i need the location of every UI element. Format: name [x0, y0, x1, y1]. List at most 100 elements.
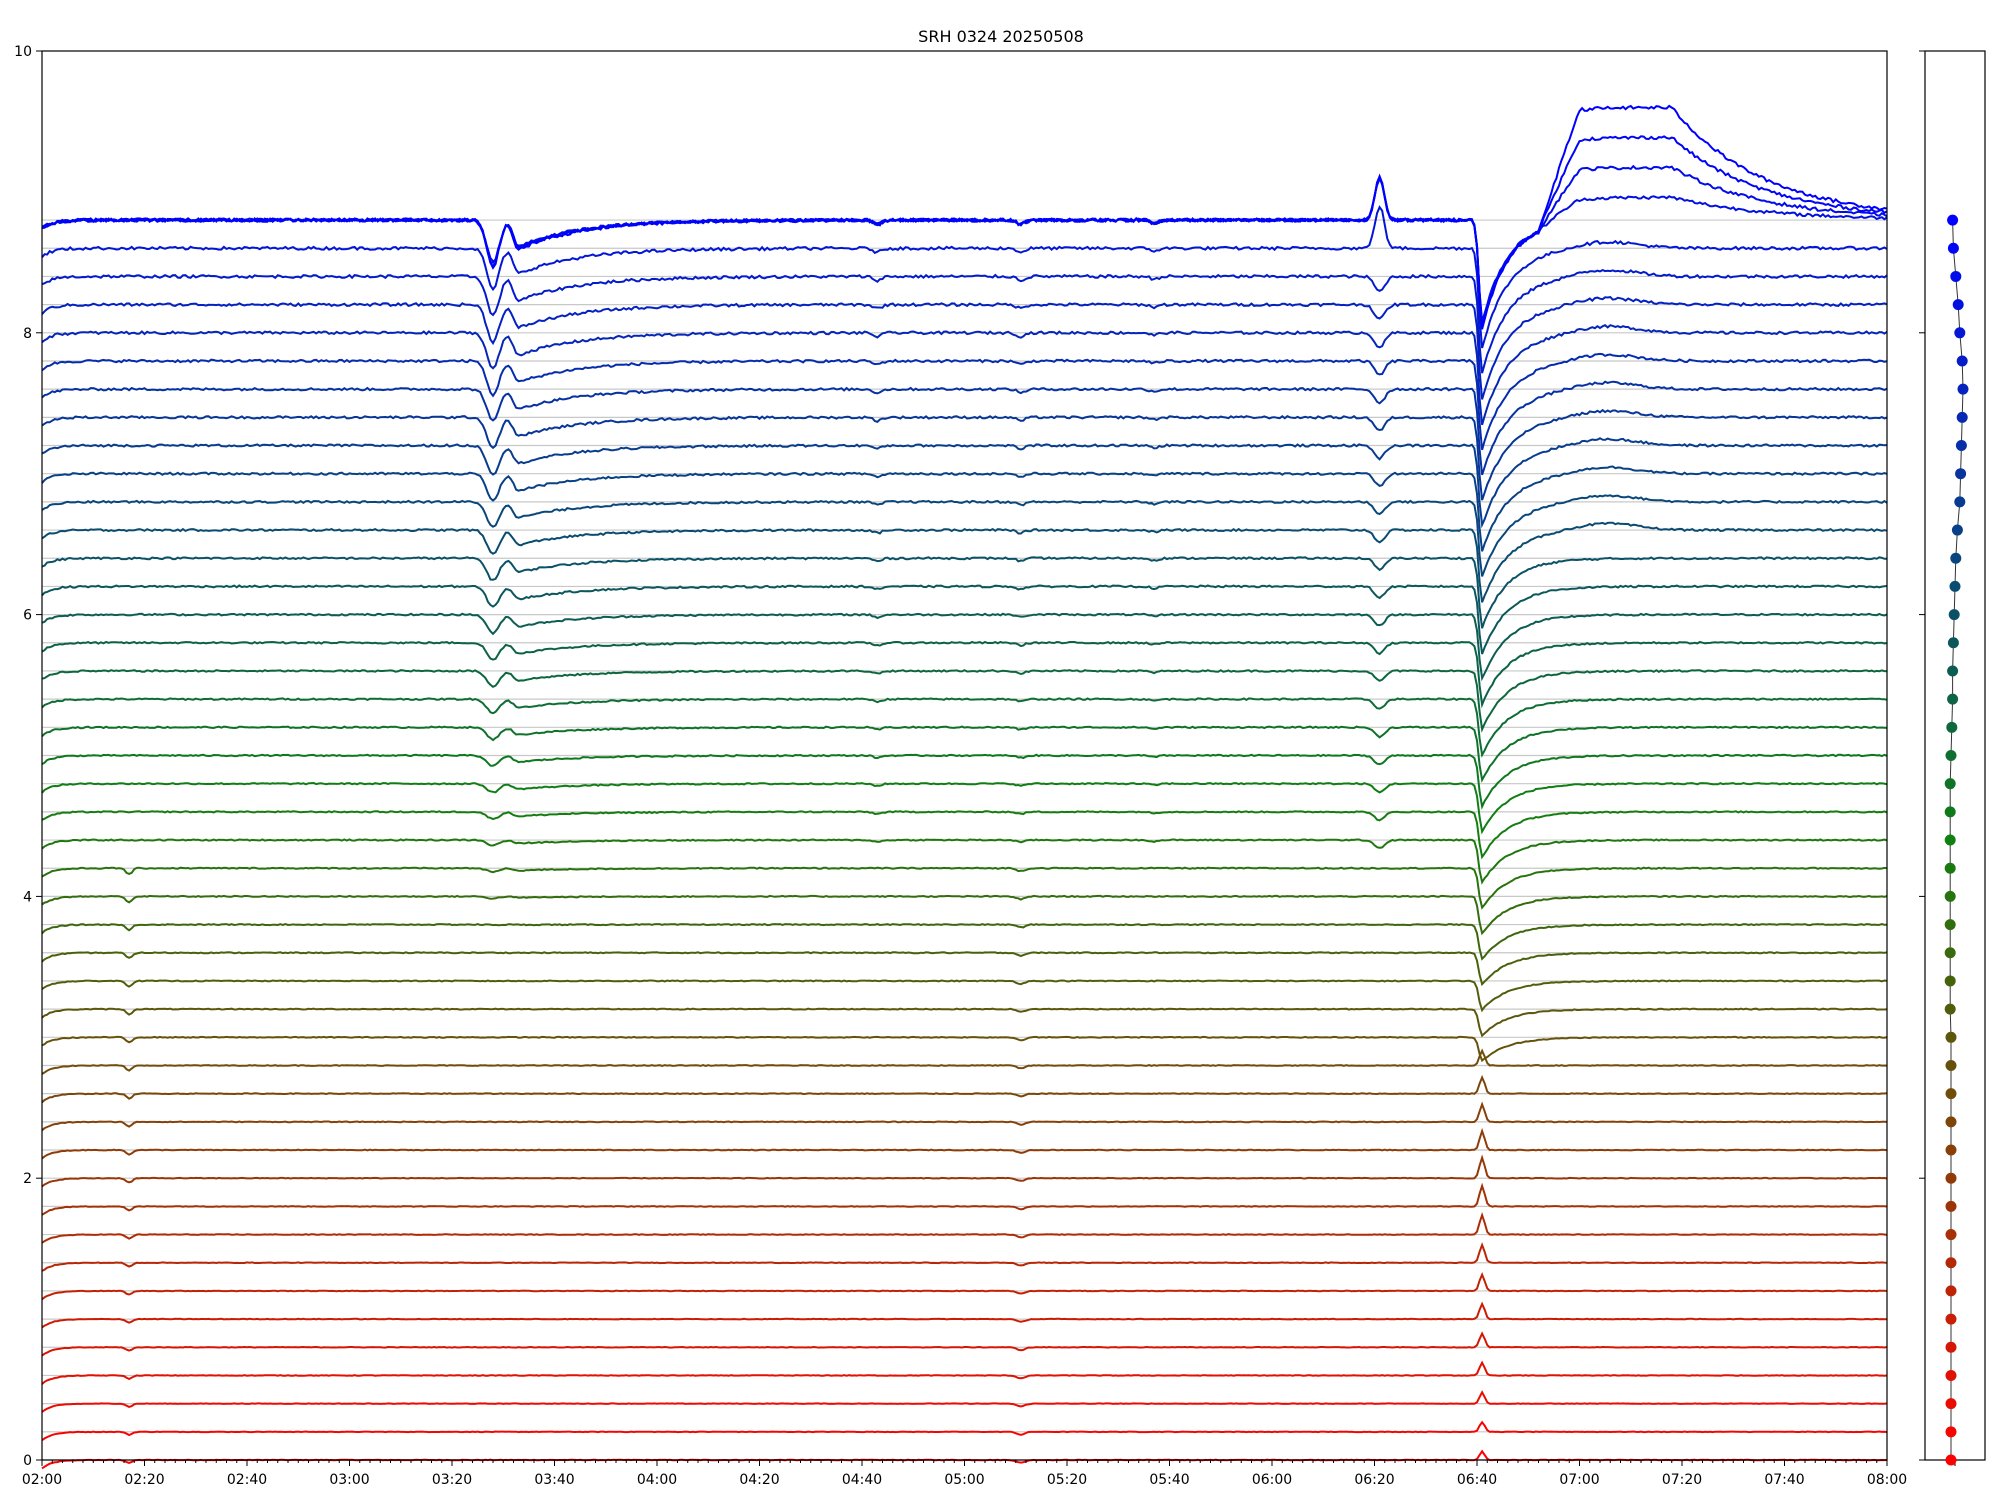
channel-14-line — [41, 1048, 1888, 1075]
channel-20-line — [41, 894, 1888, 936]
x-tick-label: 02:20 — [124, 1472, 164, 1488]
channel-16-line — [41, 1007, 1888, 1038]
side-marker-16 — [1944, 1003, 1956, 1015]
side-marker-41 — [1952, 299, 1964, 311]
x-tick-label: 02:00 — [22, 1472, 62, 1488]
channel-35-line — [41, 465, 1888, 552]
side-marker-36 — [1955, 440, 1967, 452]
x-tick-label: 03:20 — [432, 1472, 472, 1488]
side-marker-4 — [1945, 1341, 1957, 1353]
side-marker-7 — [1945, 1257, 1957, 1269]
channel-18-line — [41, 951, 1888, 987]
x-tick-label: 06:00 — [1252, 1472, 1292, 1488]
side-marker-17 — [1944, 975, 1956, 987]
channel-23-line — [41, 810, 1888, 860]
x-tick-label: 06:40 — [1457, 1472, 1497, 1488]
side-marker-2 — [1945, 1398, 1957, 1410]
channel-43-line — [41, 205, 1888, 349]
x-tick-label: 03:00 — [329, 1472, 369, 1488]
side-marker-1 — [1945, 1426, 1957, 1438]
x-tick-label: 07:20 — [1662, 1472, 1702, 1488]
side-marker-43 — [1947, 242, 1959, 254]
channel-lines — [41, 104, 1888, 1470]
side-marker-5 — [1945, 1313, 1957, 1325]
channel-9-line — [41, 1182, 1888, 1216]
side-marker-40 — [1954, 327, 1966, 339]
side-marker-12 — [1945, 1116, 1957, 1128]
channel-8-line — [41, 1211, 1888, 1244]
side-marker-6 — [1945, 1285, 1957, 1297]
side-marker-18 — [1944, 947, 1956, 959]
channel-19-line — [41, 923, 1887, 961]
channel-21-line — [41, 866, 1888, 910]
y-tick-label: 0 — [23, 1453, 32, 1469]
side-marker-panel — [1919, 50, 1986, 1466]
x-tick-label: 04:20 — [739, 1472, 779, 1488]
channel-31-line — [41, 584, 1888, 655]
side-marker-13 — [1945, 1088, 1957, 1100]
channel-25-line — [41, 753, 1888, 810]
channel-12-line — [41, 1101, 1888, 1132]
x-tick-label: 05:00 — [944, 1472, 984, 1488]
channel-22-line — [41, 838, 1888, 885]
side-marker-27 — [1947, 693, 1959, 705]
side-marker-35 — [1955, 468, 1967, 480]
side-marker-37 — [1956, 411, 1968, 423]
channel-41-line — [41, 296, 1888, 400]
side-marker-39 — [1956, 355, 1968, 367]
channel-7-line — [41, 1242, 1888, 1272]
side-marker-22 — [1944, 834, 1956, 846]
side-marker-31 — [1949, 580, 1961, 592]
channel-11-line — [41, 1127, 1888, 1160]
side-marker-32 — [1950, 552, 1962, 564]
side-marker-42 — [1950, 270, 1962, 282]
channel-34-line — [41, 494, 1888, 577]
channel-40-line — [41, 324, 1888, 426]
channel-32-line — [41, 556, 1887, 629]
y-tick-label: 8 — [23, 326, 32, 342]
side-marker-14 — [1945, 1059, 1957, 1071]
channel-2-line — [41, 1390, 1888, 1413]
x-tick-label: 08:00 — [1867, 1472, 1907, 1488]
side-marker-25 — [1945, 750, 1957, 761]
x-tick-label: 05:40 — [1149, 1472, 1189, 1488]
side-marker-38 — [1957, 383, 1969, 395]
channel-28-line — [41, 669, 1888, 733]
channel-30-line — [41, 612, 1888, 682]
channel-17-line — [41, 979, 1888, 1013]
y-tick-label: 2 — [23, 1171, 32, 1187]
side-marker-19 — [1944, 919, 1956, 931]
channel-38-line — [41, 380, 1888, 476]
side-marker-23 — [1944, 806, 1956, 818]
x-tick-label: 02:40 — [227, 1472, 267, 1488]
x-tick-label: 07:00 — [1559, 1472, 1599, 1488]
channel-33-line — [41, 521, 1888, 603]
side-marker-33 — [1951, 524, 1963, 536]
channel-24-line — [41, 781, 1888, 835]
channel-15-line — [41, 1035, 1888, 1063]
side-marker-11 — [1945, 1144, 1957, 1156]
side-marker-20 — [1944, 890, 1956, 902]
x-tick-label: 07:40 — [1764, 1472, 1804, 1488]
channel-27-line — [41, 697, 1888, 758]
x-tick-label: 05:20 — [1047, 1472, 1087, 1488]
channel-36-line — [41, 437, 1888, 529]
channel-47-line — [41, 104, 1888, 330]
channel-6-line — [41, 1271, 1888, 1301]
channel-39-line — [41, 352, 1888, 451]
side-marker-8 — [1945, 1229, 1957, 1241]
channel-13-line — [41, 1074, 1888, 1104]
side-marker-28 — [1947, 665, 1959, 677]
chart-title: SRH 0324 20250508 — [918, 27, 1084, 46]
side-marker-10 — [1945, 1172, 1957, 1184]
channel-4-line — [41, 1331, 1888, 1357]
channel-10-line — [41, 1154, 1888, 1188]
side-marker-34 — [1954, 496, 1966, 508]
side-marker-3 — [1945, 1369, 1957, 1381]
side-marker-44 — [1947, 214, 1959, 226]
side-marker-24 — [1944, 778, 1956, 790]
channel-3-line — [41, 1360, 1888, 1385]
channel-26-line — [41, 725, 1888, 783]
